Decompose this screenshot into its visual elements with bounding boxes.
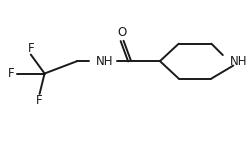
Text: NH: NH xyxy=(96,55,113,68)
Text: F: F xyxy=(36,94,43,107)
Text: O: O xyxy=(117,26,127,39)
Text: F: F xyxy=(8,67,14,80)
Text: F: F xyxy=(27,42,34,55)
Text: NH: NH xyxy=(229,55,247,68)
